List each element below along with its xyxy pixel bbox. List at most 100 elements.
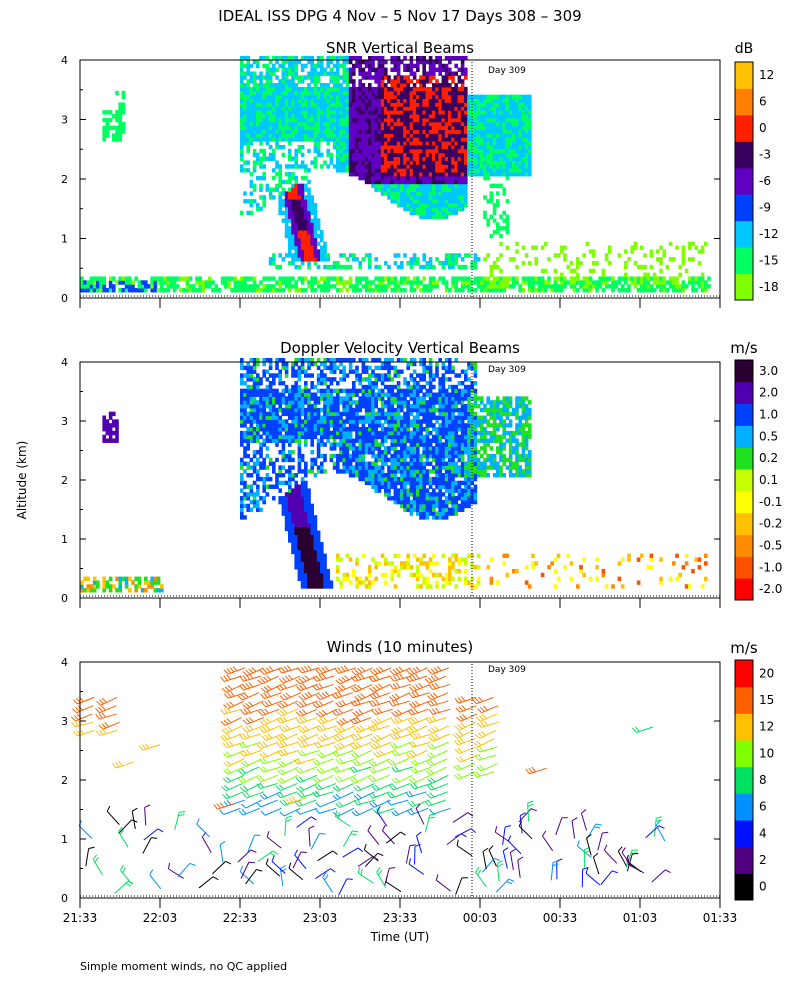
snr-cell	[444, 210, 449, 216]
snr-cell	[313, 86, 318, 92]
doppler-cell	[329, 400, 334, 405]
snr-cell	[515, 156, 519, 161]
snr-cell	[268, 117, 273, 123]
snr-cell	[275, 187, 279, 192]
snr-cell	[140, 280, 145, 285]
snr-cell	[464, 199, 468, 204]
snr-cell	[313, 164, 318, 169]
snr-cell	[486, 253, 490, 258]
snr-cell	[646, 288, 650, 293]
snr-cell	[486, 94, 490, 100]
snr-cell	[457, 187, 462, 192]
snr-cell	[320, 152, 324, 158]
doppler-cell	[300, 369, 305, 374]
snr-cell	[316, 222, 321, 227]
snr-cell	[489, 144, 494, 150]
doppler-cell	[316, 565, 321, 570]
snr-cell	[252, 164, 257, 169]
snr-cell	[256, 175, 260, 181]
doppler-cell	[313, 530, 318, 535]
snr-cell	[412, 75, 417, 80]
doppler-cell	[310, 411, 314, 417]
snr-cell	[473, 156, 478, 161]
doppler-cell	[310, 568, 314, 574]
snr-cell	[643, 280, 647, 285]
snr-cell	[288, 245, 292, 250]
doppler-cell	[316, 377, 321, 382]
snr-cell	[697, 249, 702, 254]
snr-cell	[268, 83, 273, 88]
doppler-cell	[272, 392, 276, 397]
snr-cell	[300, 98, 305, 103]
snr-cell	[249, 137, 254, 142]
snr-cell	[438, 71, 442, 76]
doppler-cell	[275, 400, 279, 405]
snr-cell	[643, 276, 647, 281]
snr-cell	[387, 191, 391, 196]
snr-cell	[448, 137, 452, 142]
snr-cell	[390, 160, 394, 165]
doppler-cell	[336, 411, 340, 417]
snr-cell	[384, 148, 388, 154]
snr-cell	[403, 202, 407, 208]
doppler-cell	[336, 465, 340, 470]
doppler-cell	[134, 588, 138, 593]
doppler-cell	[265, 465, 270, 470]
snr-cell	[355, 168, 359, 173]
snr-cell	[326, 94, 330, 100]
snr-cell	[336, 71, 340, 76]
snr-cell	[384, 164, 388, 169]
doppler-cell	[297, 438, 302, 443]
snr-cell	[483, 175, 487, 181]
doppler-cell	[300, 434, 305, 440]
doppler-cell	[112, 430, 116, 436]
snr-cell	[409, 288, 414, 293]
doppler-cell	[268, 396, 273, 401]
snr-cell	[281, 276, 286, 281]
snr-cell	[492, 210, 497, 216]
snr-cell	[272, 83, 276, 88]
snr-cell	[249, 172, 254, 177]
snr-cell	[422, 86, 426, 92]
doppler-cell	[332, 361, 337, 367]
doppler-cell	[284, 407, 289, 413]
snr-cell	[377, 114, 382, 119]
snr-cell	[336, 110, 340, 115]
snr-cell	[592, 284, 596, 289]
snr-cell	[390, 148, 394, 154]
snr-cell	[406, 202, 410, 208]
doppler-cell	[160, 584, 164, 589]
snr-cell	[243, 114, 247, 119]
doppler-cell	[281, 434, 286, 440]
doppler-cell	[316, 450, 321, 455]
snr-cell	[448, 288, 452, 293]
doppler-cell	[275, 473, 279, 478]
doppler-cell	[243, 453, 247, 459]
doppler-cell	[323, 561, 327, 566]
doppler-cell	[265, 400, 270, 405]
snr-cell	[288, 226, 292, 231]
snr-cell	[246, 168, 250, 173]
snr-cell	[329, 102, 334, 107]
snr-cell	[422, 202, 426, 208]
doppler-cell	[297, 576, 302, 581]
snr-cell	[425, 264, 430, 270]
snr-cell	[416, 168, 420, 173]
snr-cell	[358, 90, 362, 96]
doppler-cell	[352, 469, 356, 474]
snr-cell	[425, 71, 430, 76]
snr-cell	[441, 175, 446, 181]
snr-cell	[323, 137, 327, 142]
doppler-cell	[348, 469, 353, 474]
snr-cell	[364, 160, 369, 165]
doppler-cell	[240, 358, 244, 363]
snr-cell	[515, 148, 519, 154]
doppler-cell	[243, 430, 247, 436]
snr-cell	[272, 56, 276, 61]
snr-cell	[403, 183, 407, 189]
snr-cell	[316, 218, 321, 223]
snr-cell	[326, 63, 330, 69]
snr-cell	[310, 117, 314, 123]
snr-cell	[524, 253, 529, 258]
doppler-cell	[323, 381, 327, 386]
